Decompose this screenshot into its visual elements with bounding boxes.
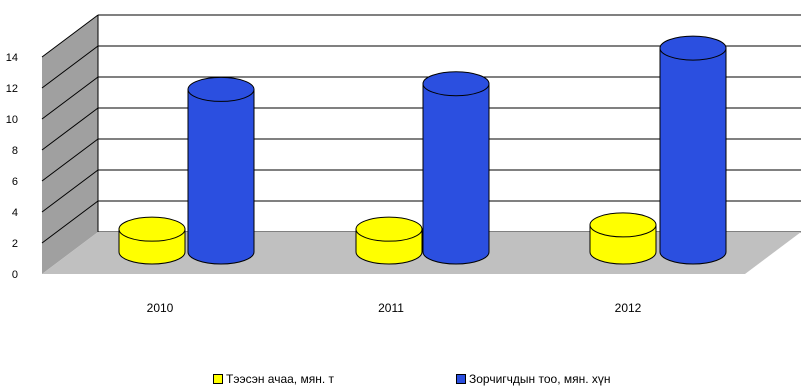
y-tick-label: 2 [12, 238, 18, 250]
y-tick-label: 0 [12, 269, 18, 281]
gridline-side [41, 76, 99, 120]
gridline-side [41, 169, 99, 213]
cylinder-series2-2011 [422, 71, 490, 265]
gridline-side [41, 45, 99, 89]
cylinder-series1-2011 [355, 216, 423, 265]
y-tick-label: 4 [12, 207, 18, 219]
gridline-side [41, 200, 99, 244]
cylinder-series2-2012 [659, 35, 727, 265]
cylinder-top [187, 76, 255, 102]
cylinder-top [355, 216, 423, 242]
x-category-label: 2012 [615, 301, 642, 315]
y-axis-ticks: 0 2 4 6 8 10 12 14 [6, 52, 18, 281]
legend-swatch-yellow [213, 374, 223, 384]
cylinder-series1-2010 [118, 216, 186, 265]
cylinder-body [659, 47, 727, 265]
legend-item-series-1: Тээсэн ачаа, мян. т [213, 372, 334, 386]
legend-item-series-2: Зорчигчдын тоо, мян. хүн [456, 372, 611, 386]
legend: Тээсэн ачаа, мян. т Зорчигчдын тоо, мян.… [0, 372, 801, 389]
gridline-side [41, 14, 99, 58]
legend-label-cargo: Тээсэн ачаа, мян. т [226, 372, 335, 386]
side-wall [42, 15, 98, 274]
gridline-side [41, 138, 99, 182]
chart-bars [118, 35, 727, 265]
y-tick-label: 14 [6, 52, 18, 64]
cylinder-top [589, 212, 657, 238]
chart-walls [42, 15, 98, 274]
cylinder-top [659, 35, 727, 61]
y-tick-label: 12 [6, 83, 18, 95]
legend-label-passengers: Зорчигчдын тоо, мян. хүн [469, 372, 611, 386]
cylinder-series1-2012 [589, 212, 657, 265]
legend-swatch-blue [456, 374, 466, 384]
x-axis-categories: 2010 2011 2012 [147, 301, 642, 315]
cylinder-body [187, 88, 255, 265]
y-tick-label: 10 [6, 114, 18, 126]
y-tick-label: 8 [12, 145, 18, 157]
cylinder-top [422, 71, 490, 97]
cylinder-series2-2010 [187, 76, 255, 265]
x-category-label: 2010 [147, 301, 174, 315]
x-category-label: 2011 [378, 301, 404, 315]
y-tick-label: 6 [12, 176, 18, 188]
gridline-side [41, 107, 99, 151]
cylinder-body [422, 83, 490, 265]
cylinder-top [118, 216, 186, 242]
